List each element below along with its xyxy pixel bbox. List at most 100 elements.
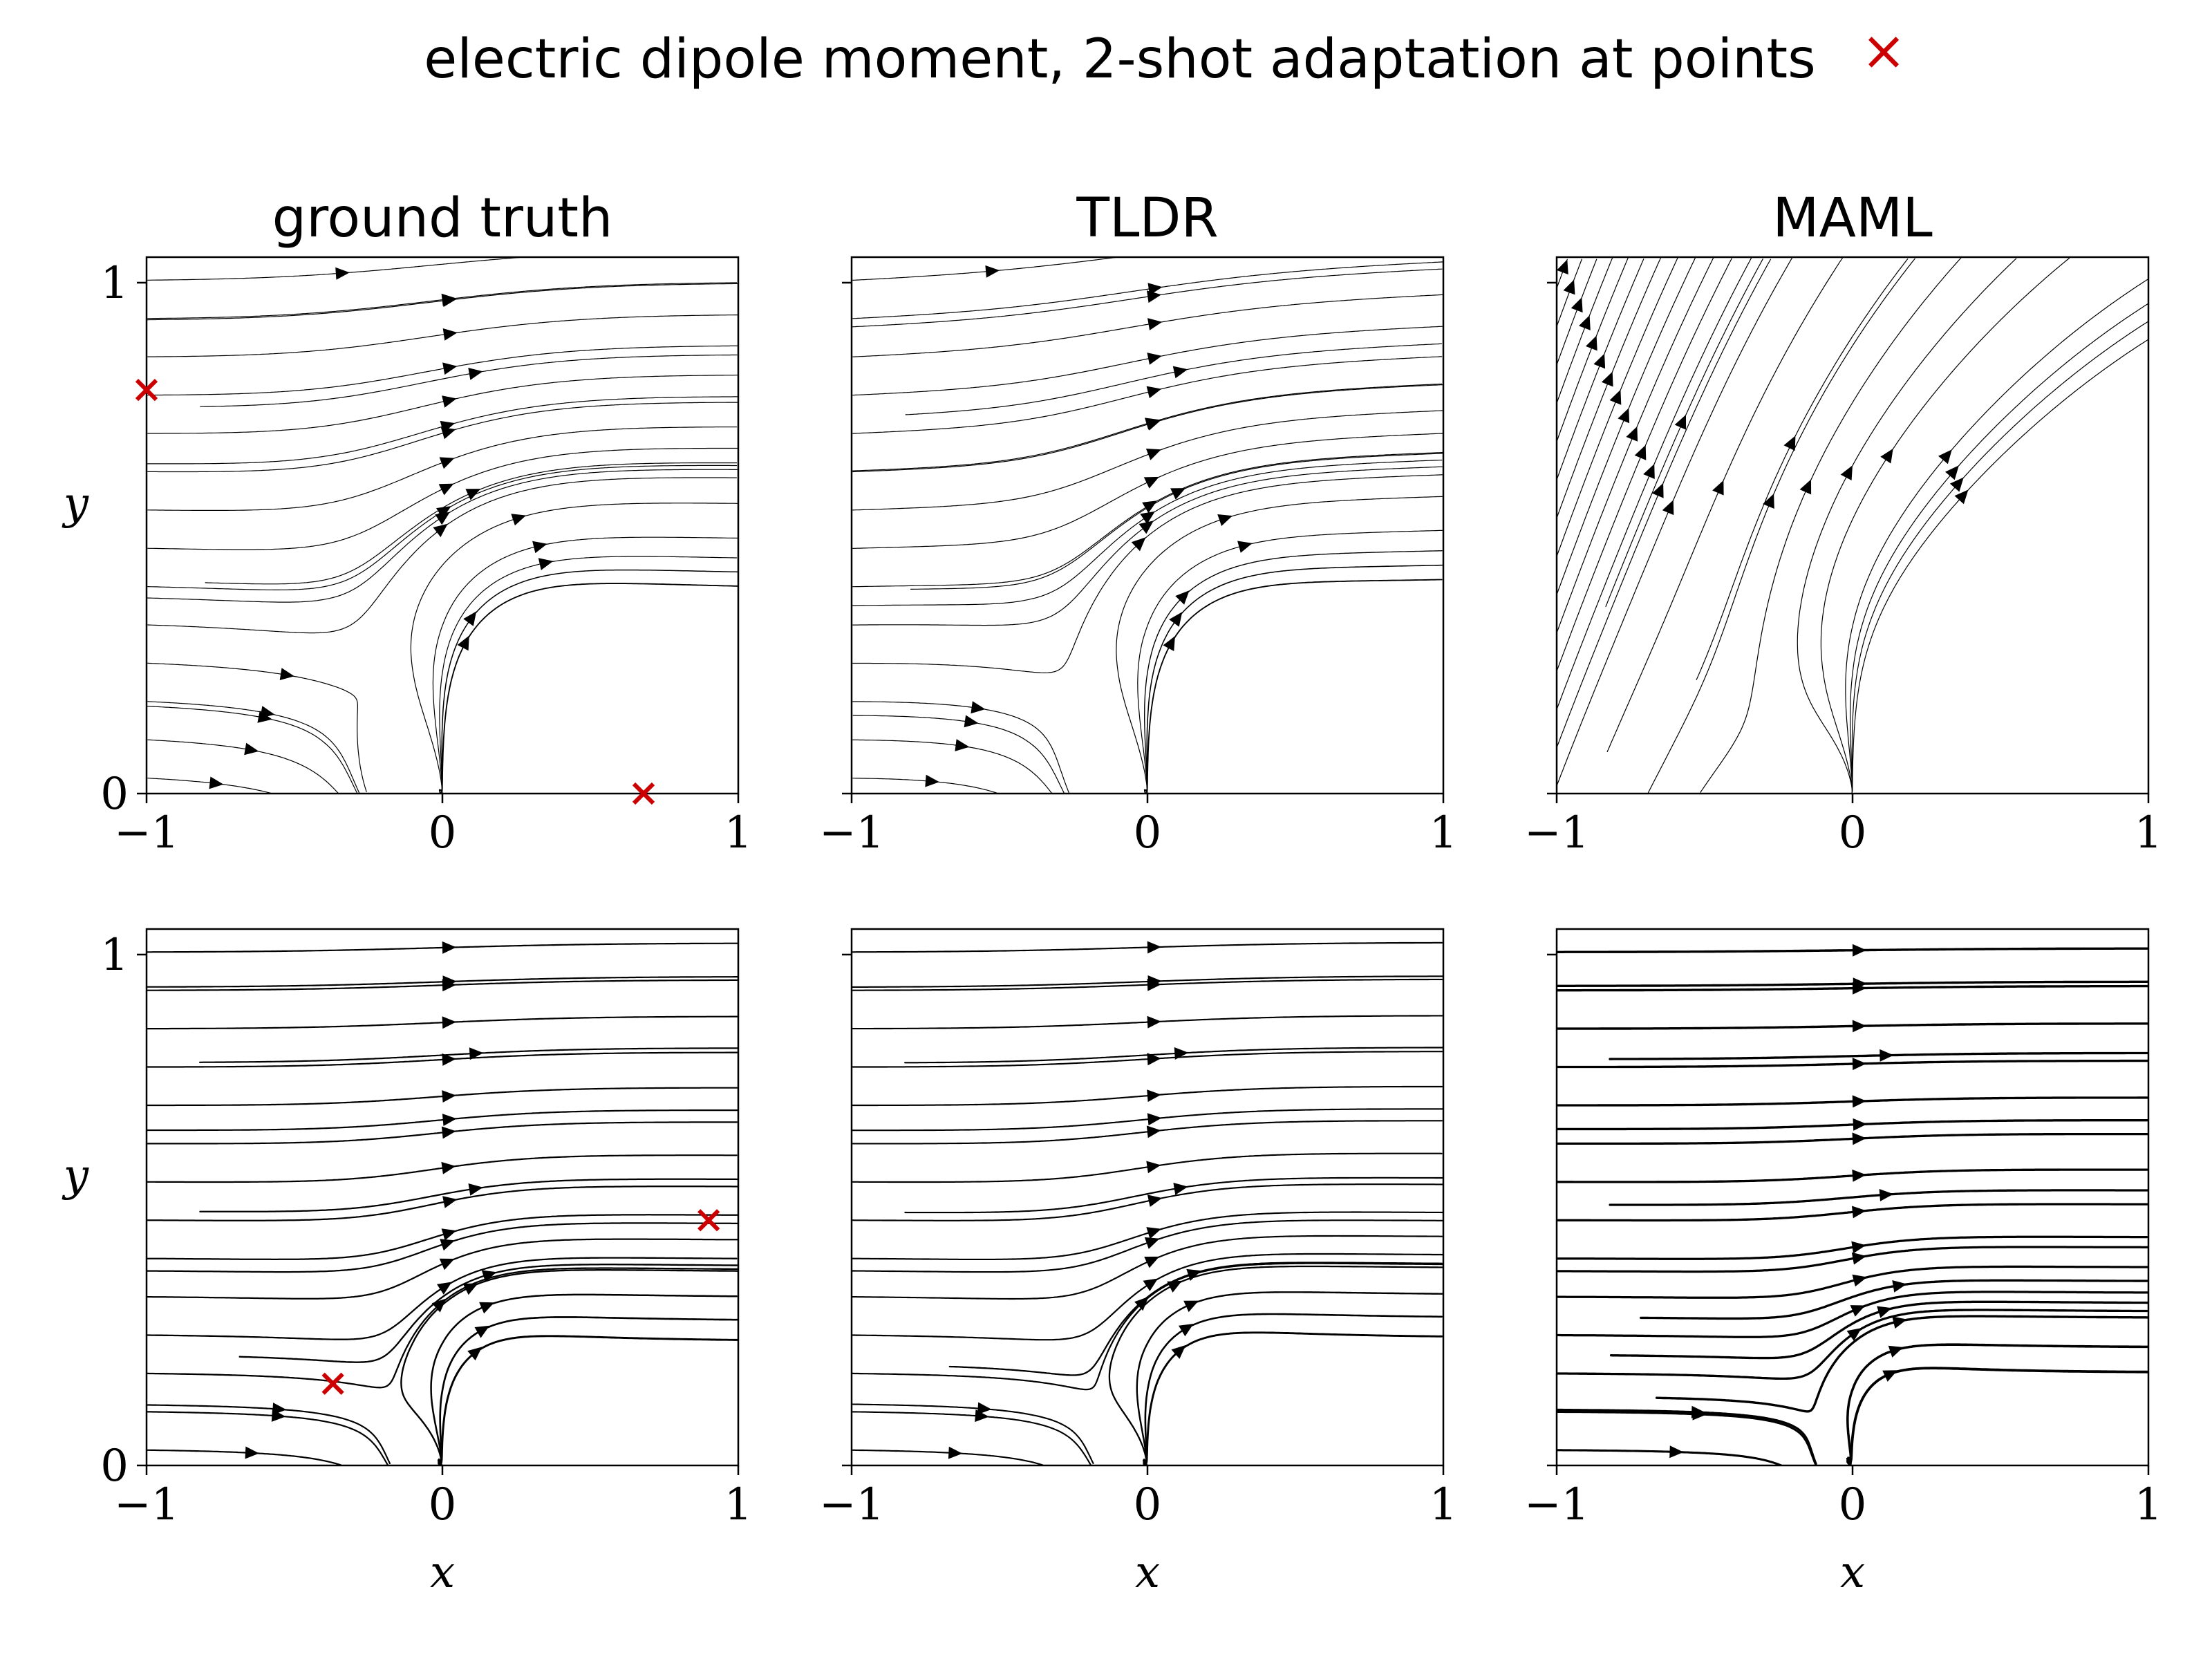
streamline-22 [1143,564,1443,794]
x-tick-label: 1 [1430,1479,1458,1530]
streamline-arrow-18 [1712,480,1724,496]
streamline-11 [147,315,738,357]
streamline-14 [852,1403,1094,1464]
streamline-16 [147,1222,738,1273]
panel-r0-c2: −1 0 1 MAML [1524,187,2163,859]
streamline-arrow-14 [257,711,272,723]
streamline-arrow-1 [955,739,970,751]
y-tick-label: 0 [100,1441,129,1492]
streamline-arrow-23 [479,1302,495,1314]
streamline-arrow-6 [438,483,454,496]
adaptation-point-1 [697,1209,720,1232]
streamline-6 [147,1185,738,1221]
x-tick-label: 1 [724,1479,753,1530]
streamline-arrow-20 [1147,290,1162,303]
streamline-arrow-18 [1853,1118,1867,1131]
streamline-arrow-16 [1763,494,1774,509]
streamline-1 [852,739,1052,794]
streamline-arrow-22 [1179,1324,1194,1337]
streamline-23 [1136,1291,1443,1465]
streamline-23 [1850,303,2148,794]
streamline-arrow-19 [1880,1049,1894,1062]
x-tick-label: −1 [114,807,179,859]
streamline-arrow-23 [1175,590,1190,605]
x-tick-label: 0 [1839,1479,1867,1530]
streamline-6 [852,433,1443,549]
x-tick-label: 0 [1134,807,1162,859]
streamline-arrow-24 [1892,1280,1907,1293]
streamline-arrow-5 [1146,1227,1161,1239]
streamline-arrow-10 [1147,353,1162,365]
streamline-arrow-17 [1879,1189,1894,1201]
streamlines [1557,944,2148,1465]
streamline-arrow-2 [1846,1328,1862,1341]
streamline-arrow-8 [441,1126,456,1139]
streamline-7 [1557,1168,2148,1183]
streamline-3 [147,1257,738,1340]
streamline-21 [1846,1367,2148,1465]
streamline-17 [1609,1189,2148,1206]
streamline-0 [147,1449,342,1465]
streamline-arrow-9 [442,1090,456,1103]
streamline-arrow-22 [463,611,477,626]
streamline-arrow-18 [1147,1113,1162,1126]
y-tick-label: 0 [100,769,129,820]
streamline-arrow-3 [1850,1305,1866,1317]
streamline-18 [1606,257,1843,753]
streamline-15 [400,1269,738,1465]
streamline-arrow-13 [335,267,350,280]
streamlines [147,257,738,794]
streamline-arrow-6 [1852,1206,1866,1219]
streamline-arrow-9 [1147,1089,1161,1103]
streamline-19 [198,1047,738,1063]
streamline-arrow-10 [1852,1058,1866,1071]
streamline-arrow-15 [1880,448,1893,464]
streamline-arrow-2 [431,1298,447,1313]
streamline-20 [852,268,1443,328]
x-tick-label: −1 [114,1479,179,1530]
streamline-6 [1557,257,1678,557]
streamline-arrow-1 [1652,482,1664,498]
x-tick-label: 0 [429,807,457,859]
streamline-10 [1557,257,1613,404]
streamline-7 [1557,257,1661,518]
streamline-1 [852,1411,1092,1465]
streamline-arrow-11 [1571,297,1583,313]
streamline-arrow-9 [1586,335,1597,351]
streamline-arrow-24 [532,541,547,554]
streamline-16 [852,460,1443,606]
streamline-0 [852,1449,1044,1465]
y-axis-label: y [62,478,89,529]
streamline-arrow-23 [1183,1300,1199,1313]
streamline-arrow-1 [244,742,259,756]
streamline-arrow-13 [1557,259,1568,275]
streamline-20 [147,975,738,988]
streamline-arrow-8 [1146,1125,1161,1138]
streamline-arrow-0 [948,1446,963,1459]
adaptation-point-1 [632,782,655,805]
streamline-9 [1557,257,1629,442]
streamlines [852,941,1443,1465]
streamline-20 [1557,980,2148,988]
streamline-17 [910,453,1443,590]
streamline-arrow-22 [1888,1345,1904,1358]
streamline-15 [1108,1265,1443,1465]
y-tick-label: 1 [100,930,129,981]
streamline-19 [904,1047,1443,1064]
streamline-arrow-7 [1145,449,1161,460]
streamline-arrow-10 [1579,315,1591,330]
streamline-9 [852,1085,1443,1107]
streamline-arrow-7 [1852,1169,1866,1182]
streamline-arrow-17 [465,489,481,500]
title-marker-legend: × [1861,20,1906,82]
streamline-arrow-2 [1643,464,1655,479]
streamline-arrow-15 [511,514,527,526]
streamline-arrow-20 [442,975,457,988]
streamline-arrow-7 [1601,371,1613,387]
x-tick-label: −1 [819,1479,884,1530]
streamline-arrow-22 [1169,612,1183,627]
streamline-arrow-6 [442,1196,458,1208]
x-tick-label: 0 [1134,1479,1162,1530]
streamline-arrow-20 [1147,975,1162,988]
